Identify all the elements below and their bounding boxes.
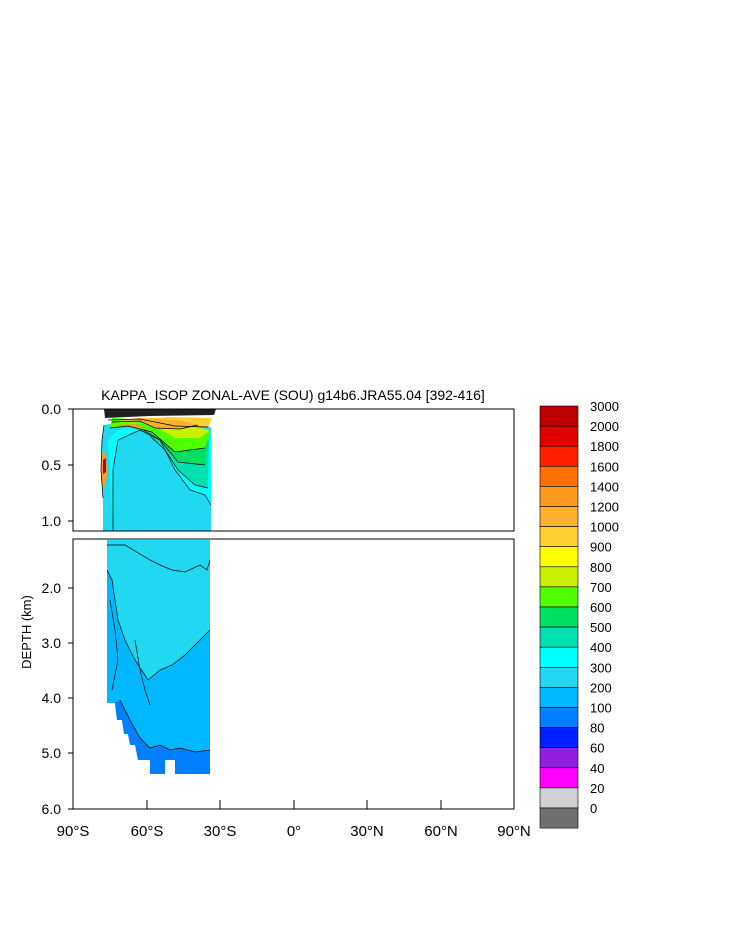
colorbar-swatch xyxy=(539,566,579,588)
y-tick-label: 0.5 xyxy=(42,457,62,473)
fill-left-margin-hot-upper xyxy=(103,458,106,474)
fill-100-200-lower xyxy=(113,700,210,774)
colorbar-label: 1000 xyxy=(590,520,619,535)
fill-200-300-lower xyxy=(107,570,210,690)
colorbar-label: 100 xyxy=(590,701,612,716)
colorbar-swatch xyxy=(539,646,579,668)
colorbar-swatch xyxy=(539,445,579,467)
contour-line xyxy=(109,425,206,453)
colorbar-swatch xyxy=(539,425,579,447)
x-axis: 90°S 60°S 30°S 0° 30°N 60°N 90°N xyxy=(57,800,531,840)
colorbar-label: 20 xyxy=(590,781,604,796)
x-tick-label: 90°N xyxy=(497,823,531,840)
colorbar-label: 700 xyxy=(590,580,612,595)
colorbar-swatch xyxy=(539,546,579,568)
colorbar-label: 60 xyxy=(590,741,604,756)
lower-contour-fills xyxy=(107,540,210,774)
colorbar-swatch xyxy=(539,405,579,427)
contour-line xyxy=(107,544,211,573)
colorbar-label: 0 xyxy=(590,801,597,816)
colorbar-swatch xyxy=(539,526,579,547)
colorbar-label: 80 xyxy=(590,721,604,736)
colorbar-swatch xyxy=(539,465,579,487)
x-tick-label: 30°S xyxy=(204,823,237,840)
colorbar-swatch xyxy=(539,767,579,789)
colorbar-swatch xyxy=(539,727,579,748)
lower-contour-lines xyxy=(106,544,211,753)
colorbar-label: 2000 xyxy=(590,419,619,434)
colorbar-label: 900 xyxy=(590,540,612,555)
upper-panel-frame xyxy=(72,408,515,532)
colorbar-label: 600 xyxy=(590,600,612,615)
colorbar-swatch xyxy=(539,486,579,507)
x-tick-label: 60°S xyxy=(131,823,164,840)
upper-panel-data xyxy=(100,409,216,531)
y-tick-label: 1.0 xyxy=(42,513,62,529)
colorbar-label: 40 xyxy=(590,761,604,776)
colorbar-label: 3000 xyxy=(590,399,619,414)
contour-line xyxy=(134,639,151,706)
colorbar-label: 800 xyxy=(590,560,612,575)
y-tick-label: 5.0 xyxy=(42,745,62,761)
y-axis-title: DEPTH (km) xyxy=(19,595,34,669)
contour-line xyxy=(149,435,209,489)
colorbar-label: 1200 xyxy=(590,500,619,515)
contour-line xyxy=(100,424,105,499)
colorbar-label: 1400 xyxy=(590,479,619,494)
colorbar-label: 300 xyxy=(590,660,612,675)
colorbar-swatch xyxy=(539,666,579,688)
colorbar-swatch xyxy=(539,707,579,728)
upper-contour-lines xyxy=(100,418,212,531)
colorbar-swatch xyxy=(539,606,579,628)
contour-line xyxy=(119,699,211,753)
y-tick-label: 0.0 xyxy=(42,401,62,417)
colorbar-swatch xyxy=(539,626,579,648)
colorbar-label: 500 xyxy=(590,620,612,635)
colorbar-label: 200 xyxy=(590,680,612,695)
colorbar-swatch xyxy=(539,506,579,527)
y-axis-lower: 2.0 3.0 4.0 5.0 6.0 xyxy=(42,580,73,817)
colorbar-swatch xyxy=(539,687,579,708)
contour-line xyxy=(111,420,199,430)
y-tick-label: 3.0 xyxy=(42,635,62,651)
fill-300-400-lower xyxy=(107,540,210,572)
chart-title: KAPPA_ISOP ZONAL-AVE (SOU) g14b6.JRA55.0… xyxy=(101,387,485,403)
x-tick-label: 90°S xyxy=(57,823,90,840)
colorbar-swatch xyxy=(539,586,579,608)
lower-panel-data xyxy=(106,540,211,774)
y-tick-label: 4.0 xyxy=(42,690,62,706)
colorbar-label: 1800 xyxy=(590,439,619,454)
colorbar-label: 400 xyxy=(590,640,612,655)
colorbar-label: 1600 xyxy=(590,459,619,474)
contour-line xyxy=(109,599,119,691)
fill-1200-1400-upper xyxy=(112,424,150,428)
colorbar-swatch xyxy=(539,807,579,829)
x-tick-label: 30°N xyxy=(350,823,384,840)
x-tick-label: 0° xyxy=(287,823,301,840)
x-tick-label: 60°N xyxy=(424,823,458,840)
fill-300-400-main xyxy=(107,540,210,690)
contour-line xyxy=(106,569,211,681)
fill-surface-dark-upper xyxy=(104,409,216,418)
colorbar-swatch xyxy=(539,787,579,809)
y-tick-label: 6.0 xyxy=(42,801,62,817)
colorbar: 3000200018001600140012001000900800700600… xyxy=(539,399,619,829)
y-axis-upper: 0.0 0.5 1.0 xyxy=(42,401,73,529)
contour-line xyxy=(142,429,206,466)
y-tick-label: 2.0 xyxy=(42,580,62,596)
colorbar-swatch xyxy=(539,747,579,769)
